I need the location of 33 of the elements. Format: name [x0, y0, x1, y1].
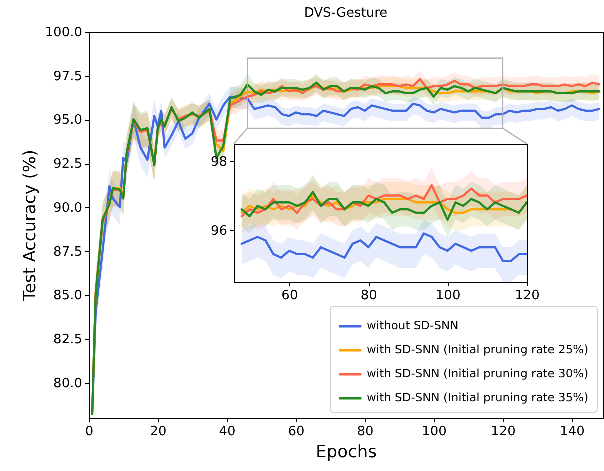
x-tick-label: 100	[436, 288, 461, 304]
x-tick-label: 0	[85, 424, 94, 440]
x-tick-label: 60	[282, 288, 298, 304]
x-tick-label: 80	[357, 424, 374, 440]
y-tick-label: 80.0	[54, 376, 82, 392]
x-tick-label: 100	[422, 424, 447, 440]
x-tick-label: 120	[491, 424, 516, 440]
line-series	[240, 184, 527, 218]
y-tick-label: 92.5	[54, 157, 82, 172]
y-tick-label: 85.0	[54, 288, 82, 304]
y-tick-label: 90.0	[54, 200, 82, 216]
x-tick-label: 20	[150, 424, 167, 440]
legend-label: without SD-SNN	[367, 318, 459, 332]
x-tick-label: 140	[560, 424, 585, 440]
x-tick-label: 120	[515, 288, 540, 304]
x-axis-title: Epochs	[316, 442, 378, 462]
x-tick-label: 40	[219, 424, 236, 440]
legend-label: with SD-SNN (Initial pruning rate 35%)	[367, 390, 589, 404]
chart-title: DVS-Gesture	[304, 6, 388, 21]
y-tick-label: 100.0	[45, 26, 82, 40]
y-tick-label: 82.5	[54, 332, 82, 348]
line-series	[240, 232, 527, 262]
y-tick-label: 97.5	[54, 69, 82, 84]
y-tick-label: 96	[210, 224, 228, 239]
y-axis-title: Test Accuracy (%)	[20, 150, 40, 302]
legend-label: with SD-SNN (Initial pruning rate 30%)	[367, 366, 589, 380]
legend-label: with SD-SNN (Initial pruning rate 25%)	[367, 342, 589, 356]
y-tick-label: 95.0	[54, 113, 82, 128]
x-tick-label: 80	[360, 288, 378, 304]
x-tick-label: 60	[288, 424, 305, 440]
y-tick-label: 87.5	[54, 244, 82, 260]
y-tick-label: 98	[210, 154, 228, 170]
line-series	[240, 191, 527, 221]
